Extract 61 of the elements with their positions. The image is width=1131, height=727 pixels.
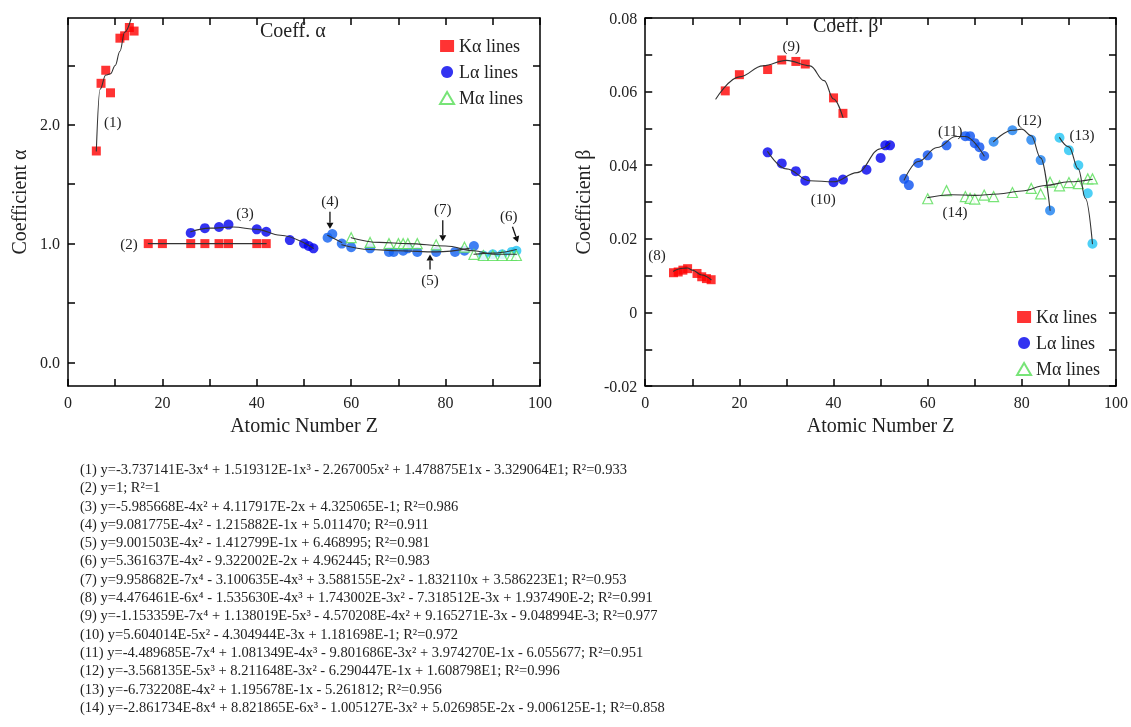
text: (14) y=-2.861734E-8x⁴ + 8.821865E-6x³ - 1.005127E-3x² + 5.026985E-2x - 9.006125E-1; R²=0.858 bbox=[80, 697, 666, 717]
y-axis-title: Coefficient α bbox=[8, 148, 31, 255]
y-tick-label: 1.0 bbox=[40, 235, 60, 253]
text: (8) y=4.476461E-6x⁴ - 1.535630E-4x³ + 1.743002E-3x² - 7.318512E-3x + 1.937490E-2; R²=0.991 bbox=[80, 588, 654, 607]
annotation: (14) bbox=[942, 203, 968, 221]
annotation: (4) bbox=[321, 192, 339, 210]
chart-title: Coeff. β bbox=[813, 14, 879, 37]
text: (13) y=-6.732208E-4x² + 1.195678E-1x - 5.261812; R²=0.956 bbox=[80, 679, 443, 698]
legend-label: Kα lines bbox=[459, 36, 521, 56]
text: (7) y=9.958682E-7x⁴ - 3.100635E-4x³ + 3.588155E-2x² - 1.832110x + 3.586223E1; R²=0.953 bbox=[80, 569, 628, 589]
x-axis-title: Atomic Number Z bbox=[806, 414, 955, 436]
legend-label: Kα lines bbox=[1036, 307, 1098, 327]
text: (4) y=9.081775E-4x² - 1.215882E-1x + 5.011470; R²=0.911 bbox=[80, 514, 430, 534]
legend-label: Lα lines bbox=[1036, 333, 1095, 353]
x-tick-label: 60 bbox=[919, 393, 936, 411]
chart-title: Coeff. α bbox=[260, 19, 327, 41]
annotation: (6) bbox=[500, 208, 518, 226]
text: (2) y=1; R²=1 bbox=[80, 478, 162, 497]
x-tick-label: 100 bbox=[528, 393, 552, 411]
legend-label: Mα lines bbox=[459, 88, 524, 108]
annotation: (12) bbox=[1016, 112, 1042, 130]
y-tick-label: 0.06 bbox=[609, 83, 638, 101]
annotation: (9) bbox=[782, 38, 800, 56]
text: (3) y=-5.985668E-4x² + 4.117917E-2x + 4.325065E-1; R²=0.986 bbox=[80, 496, 460, 515]
x-tick-label: 80 bbox=[1013, 393, 1030, 411]
annotation: (10) bbox=[810, 190, 836, 208]
x-tick-label: 40 bbox=[825, 393, 842, 411]
y-tick-label: -0.02 bbox=[603, 377, 638, 395]
x-tick-label: 0 bbox=[641, 393, 650, 411]
legend-label: Mα lines bbox=[1036, 359, 1101, 379]
text: (1) y=-3.737141E-3x⁴ + 1.519312E-1x³ - 2.267005x² + 1.478875E1x - 3.329064E1; R²=0.933 bbox=[80, 460, 628, 479]
x-tick-label: 0 bbox=[64, 393, 72, 411]
y-tick-label: 0.02 bbox=[609, 230, 638, 248]
x-tick-label: 20 bbox=[731, 393, 748, 411]
x-tick-label: 60 bbox=[343, 393, 360, 411]
y-tick-label: 2.0 bbox=[40, 116, 60, 134]
x-axis-title: Atomic Number Z bbox=[230, 414, 378, 436]
text: (11) y=-4.489685E-7x⁴ + 1.081349E-4x³ - 9.801686E-3x² + 3.974270E-1x - 6.055677; R²=0.951 bbox=[80, 642, 645, 662]
text: (12) y=-3.568135E-5x³ + 8.211648E-3x² - 6.290447E-1x + 1.608798E1; R²=0.996 bbox=[80, 661, 561, 680]
annotation: (11) bbox=[938, 123, 963, 141]
x-tick-label: 100 bbox=[1104, 393, 1128, 411]
y-tick-label: 0.08 bbox=[609, 9, 638, 27]
x-tick-label: 80 bbox=[437, 393, 454, 411]
annotation: (5) bbox=[421, 272, 439, 290]
y-tick-label: 0.04 bbox=[609, 156, 638, 174]
annotation: (1) bbox=[104, 114, 122, 132]
x-tick-label: 40 bbox=[248, 393, 265, 411]
text: (10) y=5.604014E-5x² - 4.304944E-3x + 1.181698E-1; R²=0.972 bbox=[80, 624, 459, 643]
legend-label: Lα lines bbox=[459, 62, 518, 82]
text: (9) y=-1.153359E-7x⁴ + 1.138019E-5x³ - 4.570208E-4x² + 9.165271E-3x - 9.048994E-3; R²=0.977 bbox=[80, 606, 659, 625]
y-tick-label: 0 bbox=[629, 303, 638, 321]
annotation: (13) bbox=[1069, 126, 1095, 144]
annotation: (3) bbox=[236, 204, 254, 222]
y-axis-title: Coefficient β bbox=[572, 149, 595, 255]
text: (6) y=5.361637E-4x² - 9.322002E-2x + 4.962445; R²=0.983 bbox=[80, 551, 431, 570]
annotation: (7) bbox=[434, 201, 452, 219]
x-tick-label: 20 bbox=[154, 393, 171, 411]
y-tick-label: 0.0 bbox=[40, 353, 60, 371]
annotation: (8) bbox=[648, 247, 666, 265]
text: (5) y=9.001503E-4x² - 1.412799E-1x + 6.468995; R²=0.981 bbox=[80, 533, 431, 552]
annotation: (2) bbox=[120, 235, 138, 253]
